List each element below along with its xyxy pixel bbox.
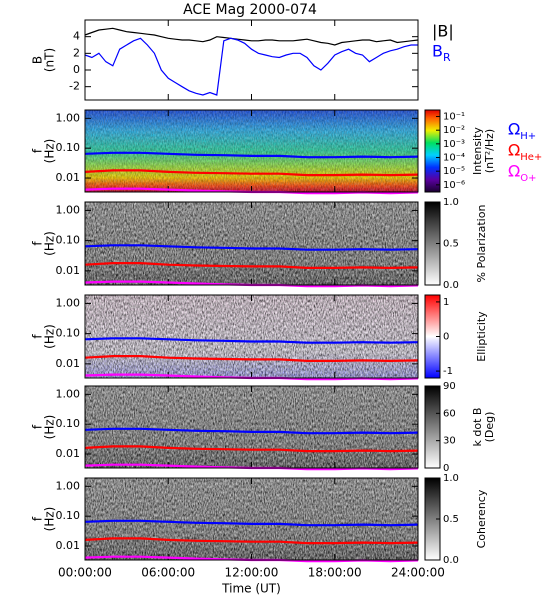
y-tick-label: 0 — [73, 63, 80, 76]
y-tick-label: 0.01 — [56, 357, 81, 370]
plot-frame — [84, 385, 419, 469]
legend-label: |B| — [432, 22, 454, 41]
data-line — [84, 244, 419, 251]
colorbar-tick-label: 0.5 — [443, 239, 459, 250]
x-tick-label: 12:00:00 — [225, 566, 279, 580]
spectrogram-texture — [85, 110, 418, 192]
y-tick-label: 0.01 — [56, 539, 81, 552]
chart-title: ACE Mag 2000-074 — [183, 2, 317, 18]
legend-subscript: R — [443, 51, 451, 64]
y-axis-label: (Hz) — [43, 139, 57, 164]
data-line — [84, 445, 419, 453]
y-tick-label: 2 — [73, 46, 80, 59]
colorbar-tick-label: 10⁻⁵ — [443, 166, 465, 177]
colorbar-tick-label: -1 — [443, 366, 453, 377]
x-tick-label: 00:00:00 — [58, 566, 112, 580]
data-line — [84, 262, 419, 270]
legend-label: Ω — [508, 162, 520, 181]
spectrogram-texture — [85, 386, 418, 468]
colorbar-tick-label: 10⁻⁶ — [443, 180, 465, 191]
plot-frame — [84, 201, 419, 286]
y-tick-label: 0.10 — [56, 234, 81, 247]
spectrogram-texture — [85, 295, 418, 378]
colorbar-label: Ellipticity — [475, 311, 488, 362]
y-axis-label: f — [31, 334, 45, 339]
data-line — [84, 27, 419, 46]
x-axis-label: Time (UT) — [221, 582, 281, 596]
data-line — [84, 537, 419, 545]
colorbar — [424, 385, 441, 469]
colorbar-tick-label: 10⁻³ — [443, 139, 465, 150]
legend-subscript: He+ — [520, 152, 542, 163]
colorbar-label: k dot B — [471, 408, 484, 447]
data-line — [84, 37, 418, 96]
colorbar-label: (nT²/Hz) — [483, 129, 496, 173]
data-line — [84, 427, 419, 435]
y-axis-label: f — [31, 148, 45, 153]
spectrogram-texture — [85, 478, 418, 560]
colorbar-tick-label: 10⁻⁴ — [443, 153, 465, 164]
legend-label: Ω — [508, 141, 520, 160]
y-axis-label: f — [31, 516, 45, 521]
legend-label: B — [432, 42, 443, 61]
y-tick-label: 0.10 — [56, 327, 81, 340]
y-tick-label: 0.01 — [56, 171, 81, 184]
colorbar-tick-label: 30 — [443, 436, 456, 447]
y-tick-label: 4 — [73, 30, 80, 43]
y-axis-label: f — [31, 424, 45, 429]
y-axis-label: (Hz) — [43, 324, 57, 349]
legend-subscript: O+ — [520, 173, 536, 184]
legend-label: Ω — [508, 120, 520, 139]
y-axis-label: (Hz) — [43, 415, 57, 440]
data-line — [84, 169, 419, 177]
y-tick-label: -2 — [69, 80, 80, 93]
colorbar-tick-label: 10⁻¹ — [443, 112, 465, 123]
y-tick-label: 1.00 — [56, 479, 81, 492]
y-tick-label: 1.00 — [56, 387, 81, 400]
y-tick-label: 0.01 — [56, 264, 81, 277]
y-tick-label: 0.10 — [56, 417, 81, 430]
colorbar-tick-label: 1.0 — [443, 473, 459, 484]
y-axis-label: (Hz) — [43, 231, 57, 256]
data-line — [84, 151, 419, 159]
colorbar-tick-label: 90 — [443, 381, 456, 392]
colorbar-label: Coherency — [475, 489, 488, 548]
y-axis-label: f — [31, 241, 45, 246]
colorbar — [424, 109, 441, 193]
colorbar-label: (Deg) — [483, 412, 496, 443]
x-tick-label: 24:00:00 — [391, 566, 445, 580]
y-axis-label: (nT) — [43, 48, 57, 72]
y-tick-label: 1.00 — [56, 111, 81, 124]
spectrogram-texture — [85, 202, 418, 285]
y-tick-label: 0.10 — [56, 141, 81, 154]
colorbar-tick-label: 0 — [443, 463, 449, 474]
colorbar-tick-label: 1.0 — [443, 197, 459, 208]
plot-frame — [84, 19, 419, 101]
y-tick-label: 0.01 — [56, 447, 81, 460]
y-tick-label: 0.10 — [56, 509, 81, 522]
x-tick-label: 18:00:00 — [308, 566, 362, 580]
y-axis-label: (Hz) — [43, 507, 57, 532]
plot-frame — [84, 477, 419, 561]
colorbar-tick-label: 10⁻² — [443, 125, 465, 136]
y-tick-label: 1.00 — [56, 296, 81, 309]
colorbar-tick-label: 0.5 — [443, 514, 459, 525]
colorbar-tick-label: 60 — [443, 408, 456, 419]
colorbar-tick-label: 1 — [443, 297, 449, 308]
plot-frame — [84, 294, 419, 379]
y-tick-label: 1.00 — [56, 203, 81, 216]
data-line — [84, 519, 419, 527]
colorbar-label: Intensity — [471, 127, 484, 175]
colorbar-label: % Polarization — [475, 205, 488, 283]
y-axis-label: B — [31, 56, 45, 64]
colorbar-tick-label: 0.0 — [443, 280, 459, 291]
colorbar-tick-label: 0.0 — [443, 555, 459, 566]
x-tick-label: 06:00:00 — [141, 566, 195, 580]
legend-subscript: H+ — [520, 131, 536, 142]
data-line — [84, 337, 419, 344]
data-line — [84, 355, 419, 363]
plot-frame — [84, 109, 419, 193]
colorbar-tick-label: 0 — [443, 332, 449, 343]
